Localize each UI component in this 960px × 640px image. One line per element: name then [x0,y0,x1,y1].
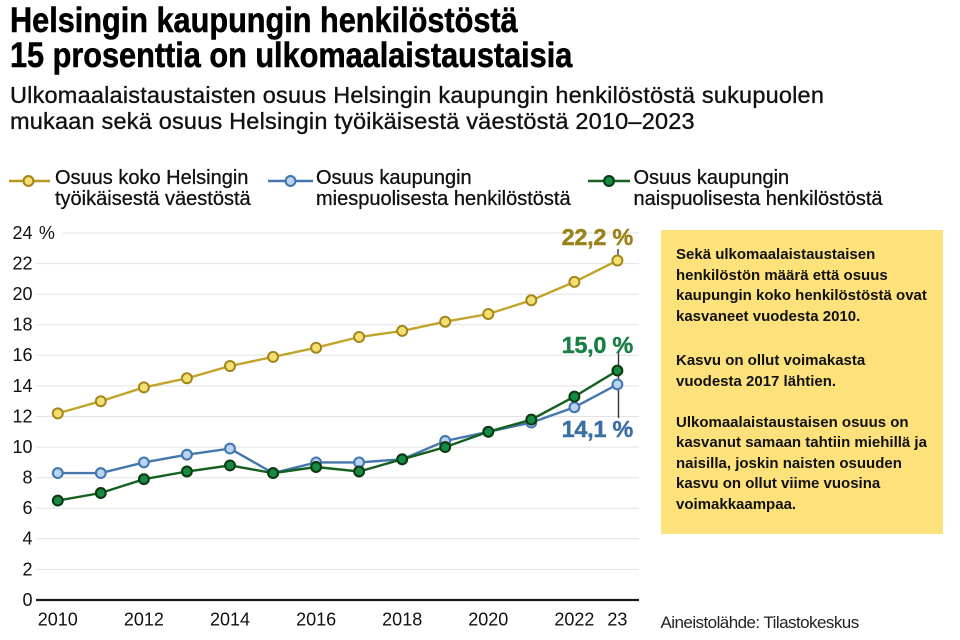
svg-text:2012: 2012 [124,609,164,629]
svg-text:2018: 2018 [382,609,422,629]
svg-text:2014: 2014 [210,609,250,629]
svg-text:2010: 2010 [38,609,78,629]
svg-text:10: 10 [12,437,32,457]
svg-text:2016: 2016 [296,609,336,629]
svg-text:6: 6 [22,498,32,518]
svg-text:%: % [39,223,55,243]
svg-text:8: 8 [22,468,32,488]
svg-text:20: 20 [12,284,32,304]
svg-text:18: 18 [12,315,32,335]
svg-text:4: 4 [22,529,32,549]
svg-text:2020: 2020 [468,609,508,629]
svg-text:14: 14 [12,376,32,396]
svg-text:16: 16 [12,345,32,365]
svg-text:2: 2 [22,559,32,579]
svg-text:24: 24 [12,223,32,243]
svg-text:0: 0 [22,590,32,610]
svg-text:2022: 2022 [554,609,594,629]
svg-text:23: 23 [607,609,627,629]
svg-text:12: 12 [12,406,32,426]
svg-text:22: 22 [12,254,32,274]
